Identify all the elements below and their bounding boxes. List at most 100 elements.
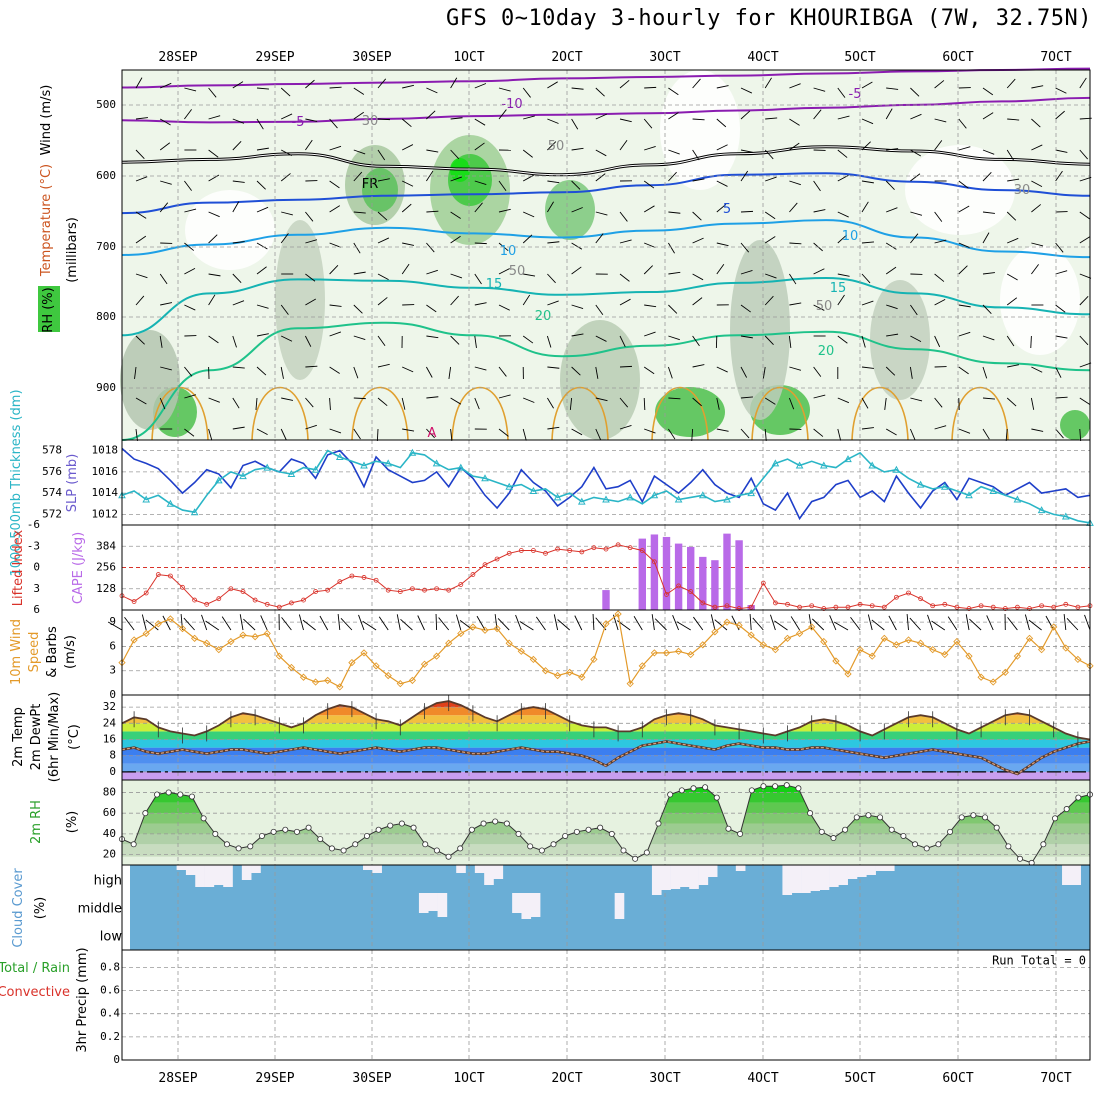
rh-point [713, 794, 720, 801]
temp-band-1 [122, 763, 1090, 772]
wind-barb [692, 149, 700, 161]
lifted-index-point [155, 572, 161, 577]
rh-point [737, 830, 744, 837]
lifted-index-point [434, 586, 440, 592]
wind-barb [692, 237, 704, 244]
chart-title: GFS 0~10day 3-hourly for KHOURIBGA (7W, … [445, 6, 1092, 31]
lifted-index-point [1039, 603, 1044, 609]
wind-barb [619, 365, 633, 368]
wind-barb [256, 304, 269, 309]
wind-barb [595, 366, 599, 379]
cape-bar [650, 534, 659, 610]
upper-air-annotation: A [428, 426, 437, 441]
cloud-high-bar [707, 865, 718, 877]
wind-barb [789, 242, 802, 245]
rh-point [398, 820, 405, 827]
wind-barb [377, 149, 386, 161]
wind-barb [886, 148, 899, 151]
lifted-index-point [216, 596, 222, 602]
wind10-point [674, 647, 683, 655]
cloud-high-bar [791, 865, 802, 893]
wind10-point [916, 639, 925, 647]
wind10-point [384, 671, 392, 680]
wind10-barb [358, 614, 365, 631]
wind-barb [474, 83, 487, 89]
wind10-barb [260, 615, 268, 631]
wind-barb [208, 234, 218, 244]
wind-barb [329, 304, 342, 307]
rh-point [515, 830, 522, 837]
wind10-barb [302, 619, 316, 631]
wind-barb [886, 304, 898, 310]
wind-barb [813, 209, 826, 213]
wind-barb [765, 176, 777, 182]
wind-barb [740, 210, 754, 213]
thickness-point [577, 497, 586, 505]
rh-point [305, 824, 312, 831]
wind-barb [595, 149, 607, 157]
lifted-index-point [639, 548, 645, 553]
cloud-high-bar [884, 865, 895, 871]
wind10-point [432, 652, 441, 660]
wind10-barb [672, 614, 680, 631]
wind-barb [692, 178, 705, 182]
wind-barb [595, 173, 606, 182]
li-ytick-0: -6 [27, 518, 40, 531]
wind-barb [910, 113, 922, 120]
thickness-point [868, 461, 877, 469]
wind-barb [329, 205, 341, 213]
wind-barb [884, 397, 887, 410]
date-label-bottom-3: 1OCT [453, 1071, 484, 1086]
wind10-point [965, 652, 973, 660]
wind-barb [256, 366, 267, 376]
wind-barb [498, 268, 510, 275]
rh-point [923, 845, 930, 852]
lifted-index-point [748, 604, 754, 610]
wind-barb [232, 180, 245, 183]
wind-barb [1055, 428, 1064, 439]
cape-ytick-2: 384 [96, 539, 116, 552]
wind10-barb [811, 618, 825, 631]
wind10-point [396, 680, 404, 688]
wind-barb [1079, 335, 1089, 346]
isotherm-5 [121, 276, 1091, 337]
cloud-middle-bar [521, 893, 532, 919]
wind-barb [716, 264, 725, 275]
wind-barb [1031, 85, 1044, 89]
wind-barb [1031, 204, 1042, 213]
wind-barb [1079, 149, 1089, 160]
wind-barb [692, 118, 705, 121]
wind10-barb [947, 616, 958, 631]
temp-ylabel-3: (6hr Min/Max) [47, 692, 62, 782]
date-label-top-2: 30SEP [352, 50, 391, 65]
wind10-barb [770, 614, 776, 631]
wind10-barb [871, 619, 885, 631]
rh-point [1017, 855, 1024, 862]
thickness-point [626, 493, 635, 501]
wind10-barb [239, 614, 244, 631]
wind-barb [1055, 87, 1067, 94]
cloud-ylabel-2: (%) [33, 897, 48, 920]
wind-barb [934, 425, 947, 430]
wind-barb [450, 117, 463, 120]
wind-barb [668, 87, 679, 96]
wind-barb [691, 428, 694, 442]
wind-barb [789, 83, 801, 89]
rh-ytick-2: 60 [103, 806, 116, 819]
wind10-barb [298, 614, 304, 631]
lifted-index-point [192, 597, 198, 603]
lifted-index-point [482, 562, 488, 568]
wind10-point [820, 637, 828, 646]
wind10-barb [162, 615, 171, 631]
lifted-index-point [954, 604, 960, 610]
legend-rh-swatch [38, 286, 60, 332]
wind10-barb [557, 619, 570, 631]
lifted-index-point [349, 573, 355, 579]
rh-point [632, 855, 639, 862]
cloud-high-bar [213, 865, 224, 885]
wind-barb [522, 149, 533, 158]
rh-point [538, 847, 545, 854]
temp-band-9 [122, 701, 1090, 708]
wind-barb [837, 273, 850, 277]
lifted-index-point [930, 603, 936, 609]
